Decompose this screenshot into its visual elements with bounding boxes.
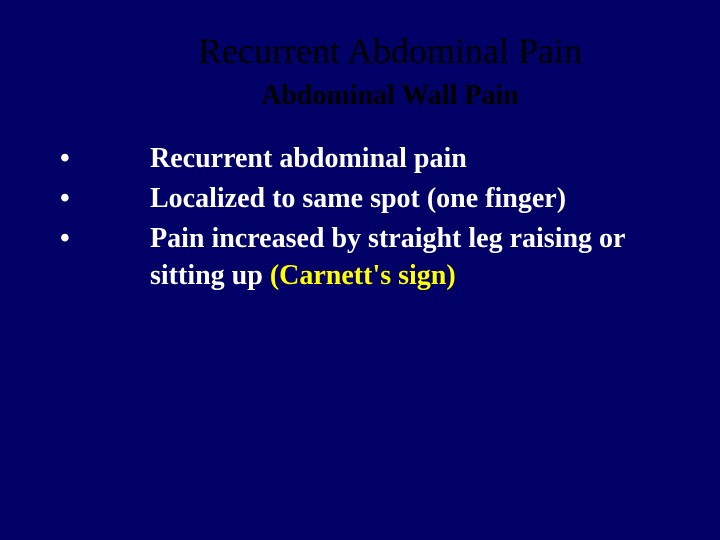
slide-subtitle: Abdominal Wall Pain xyxy=(100,80,680,112)
bullet-text: Localized to same spot (one finger) xyxy=(150,180,680,218)
bullet-text-highlight: (Carnett's sign) xyxy=(270,260,456,291)
bullet-text: Recurrent abdominal pain xyxy=(150,140,680,178)
slide-container: Recurrent Abdominal Pain Abdominal Wall … xyxy=(0,0,720,540)
bullet-marker-icon: • xyxy=(60,140,150,178)
bullet-marker-icon: • xyxy=(60,180,150,218)
bullet-item: • Recurrent abdominal pain xyxy=(60,140,680,178)
bullet-item: • Localized to same spot (one finger) xyxy=(60,180,680,218)
bullet-list: • Recurrent abdominal pain • Localized t… xyxy=(40,140,680,295)
bullet-text: Pain increased by straight leg raising o… xyxy=(150,220,680,296)
slide-title: Recurrent Abdominal Pain xyxy=(100,30,680,72)
bullet-item: • Pain increased by straight leg raising… xyxy=(60,220,680,296)
bullet-marker-icon: • xyxy=(60,220,150,296)
